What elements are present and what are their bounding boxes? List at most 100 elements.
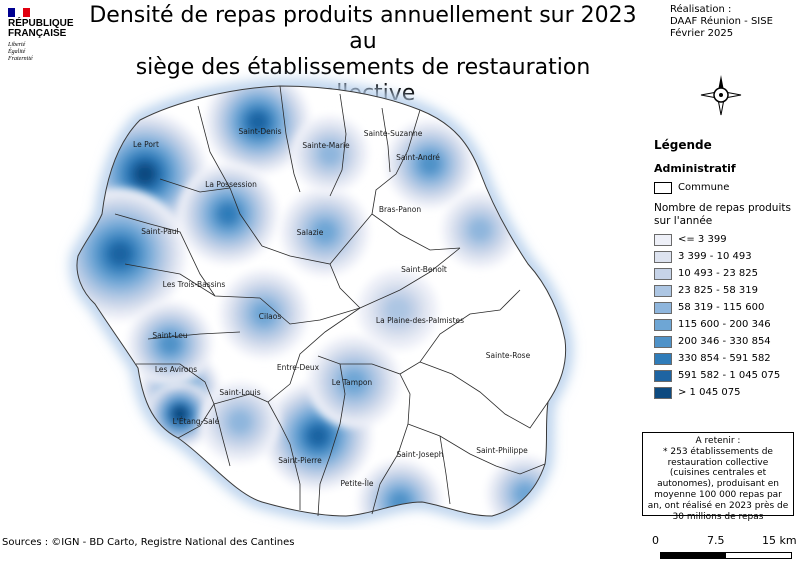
legend-class-row: 10 493 - 23 825 xyxy=(654,265,800,282)
density-ring xyxy=(218,204,238,224)
legend-class-label: 200 346 - 330 854 xyxy=(678,336,771,347)
legend-class-swatch xyxy=(654,335,672,348)
density-hotspot xyxy=(442,192,518,268)
scale-label-end: 15 km xyxy=(762,534,797,547)
legend-class-label: 591 582 - 1 045 075 xyxy=(678,370,781,381)
density-ring xyxy=(469,219,491,241)
legend: Légende Administratif Commune Nombre de … xyxy=(654,138,800,401)
legend-class-label: 58 319 - 115 600 xyxy=(678,302,765,313)
logo-motto: Liberté Égalité Fraternité xyxy=(8,42,33,62)
commune-label: Saint-Joseph xyxy=(396,450,443,459)
legend-class-row: 591 582 - 1 045 075 xyxy=(654,367,800,384)
commune-label: Les Avirons xyxy=(155,365,197,374)
legend-class-swatch xyxy=(654,369,672,382)
legend-class-row: 3 399 - 10 493 xyxy=(654,248,800,265)
island-outline xyxy=(76,85,567,517)
commune-label: Cilaos xyxy=(259,312,282,321)
commune-label: Saint-Pierre xyxy=(278,456,322,465)
density-layer xyxy=(76,86,563,516)
density-ring xyxy=(319,143,341,165)
density-hotspot xyxy=(200,382,280,462)
density-ring xyxy=(343,371,365,393)
legend-admin-section: Administratif xyxy=(654,162,736,175)
density-ring xyxy=(420,154,440,174)
commune-swatch xyxy=(654,181,672,194)
commune-label: Les Trois-Bassins xyxy=(163,280,226,289)
commune-label: Sainte-Rose xyxy=(486,351,531,360)
logo-title: RÉPUBLIQUE FRANÇAISE xyxy=(8,18,74,39)
commune-label: La Plaine-des-Palmistes xyxy=(376,316,464,325)
density-hotspot xyxy=(220,270,308,358)
density-hotspot xyxy=(386,120,474,208)
density-ring xyxy=(248,112,268,132)
sources: Sources : ©IGN - BD Carto, Registre Nati… xyxy=(2,537,295,548)
flag-blue-stripe xyxy=(8,8,16,17)
commune-label: L'Étang-Salé xyxy=(173,417,220,426)
legend-class-row: 23 825 - 58 319 xyxy=(654,282,800,299)
legend-class-row: <= 3 399 xyxy=(654,231,800,248)
density-ring xyxy=(314,221,336,243)
map-title: Densité de repas produits annuellement s… xyxy=(89,3,637,106)
legend-class-swatch xyxy=(654,267,672,280)
key-facts-heading: A retenir : xyxy=(695,436,741,446)
commune-labels: Saint-Denis Sainte-Suzanne Sainte-Marie … xyxy=(133,127,531,488)
legend-class-swatch xyxy=(654,233,672,246)
legend-class-row: 330 854 - 591 582 xyxy=(654,350,800,367)
density-ring xyxy=(308,426,328,446)
commune-label: Saint-Benoît xyxy=(401,265,447,274)
density-hotspot xyxy=(358,270,438,350)
scale-label-0: 0 xyxy=(652,534,659,547)
french-flag-icon xyxy=(8,8,30,17)
scale-bar-graphic xyxy=(660,552,792,559)
commune-label: Salazie xyxy=(297,228,324,237)
legend-class-row: 58 319 - 115 600 xyxy=(654,299,800,316)
legend-class-label: 330 854 - 591 582 xyxy=(678,353,771,364)
scale-bar: 0 7.5 15 km xyxy=(652,534,798,564)
legend-class-label: 10 493 - 23 825 xyxy=(678,268,758,279)
density-ring xyxy=(109,243,131,265)
scale-segment-black xyxy=(661,553,726,558)
density-ring xyxy=(385,297,411,323)
republique-francaise-logo: RÉPUBLIQUE FRANÇAISE Liberté Égalité Fra… xyxy=(8,8,88,63)
commune-label: Saint-Philippe xyxy=(476,446,528,455)
commune-label: Le Port xyxy=(133,140,159,149)
flag-red-stripe xyxy=(22,8,30,17)
density-ring xyxy=(173,407,187,421)
commune-label: Saint-Paul xyxy=(141,227,178,236)
commune-label: Le Tampon xyxy=(332,378,373,387)
commune-label: Bras-Panon xyxy=(379,205,422,214)
legend-class-swatch xyxy=(654,386,672,399)
commune-boundaries xyxy=(114,85,549,517)
flag-white-stripe xyxy=(15,8,23,17)
legend-commune-label: Commune xyxy=(678,182,730,193)
legend-class-row: 115 600 - 200 346 xyxy=(654,316,800,333)
legend-class-row: > 1 045 075 xyxy=(654,384,800,401)
commune-label: Saint-Louis xyxy=(219,388,260,397)
legend-class-label: 115 600 - 200 346 xyxy=(678,319,771,330)
density-hotspot xyxy=(76,188,186,320)
commune-label: Saint-André xyxy=(396,153,440,162)
density-hotspot xyxy=(308,336,400,428)
legend-class-label: <= 3 399 xyxy=(678,234,727,245)
legend-class-swatch xyxy=(654,284,672,297)
legend-class-swatch xyxy=(654,250,672,263)
north-arrow-icon xyxy=(700,75,742,116)
density-ring xyxy=(135,164,155,184)
commune-label: Saint-Denis xyxy=(239,127,282,136)
commune-label: Sainte-Suzanne xyxy=(364,129,423,138)
reunion-density-map[interactable]: Saint-Denis Sainte-Suzanne Sainte-Marie … xyxy=(0,64,645,530)
density-ring xyxy=(228,410,252,434)
legend-meals-title: Nombre de repas produits sur l'année xyxy=(654,202,791,227)
commune-label: Petite-Île xyxy=(340,479,373,488)
density-ring xyxy=(160,334,180,354)
commune-label: Sainte-Marie xyxy=(302,141,350,150)
legend-class-row: 200 346 - 330 854 xyxy=(654,333,800,350)
commune-label: La Possession xyxy=(205,180,257,189)
commune-label: Entre-Deux xyxy=(277,363,320,372)
legend-class-swatch xyxy=(654,352,672,365)
legend-class-label: 23 825 - 58 319 xyxy=(678,285,758,296)
commune-label: Saint-Leu xyxy=(152,331,188,340)
legend-classes: <= 3 399 3 399 - 10 493 10 493 - 23 825 23 … xyxy=(654,231,800,401)
key-facts-body: * 253 établissements de restauration col… xyxy=(647,446,789,522)
scale-label-mid: 7.5 xyxy=(707,534,725,547)
